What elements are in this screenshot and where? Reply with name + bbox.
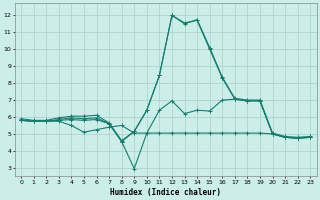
X-axis label: Humidex (Indice chaleur): Humidex (Indice chaleur) (110, 188, 221, 197)
